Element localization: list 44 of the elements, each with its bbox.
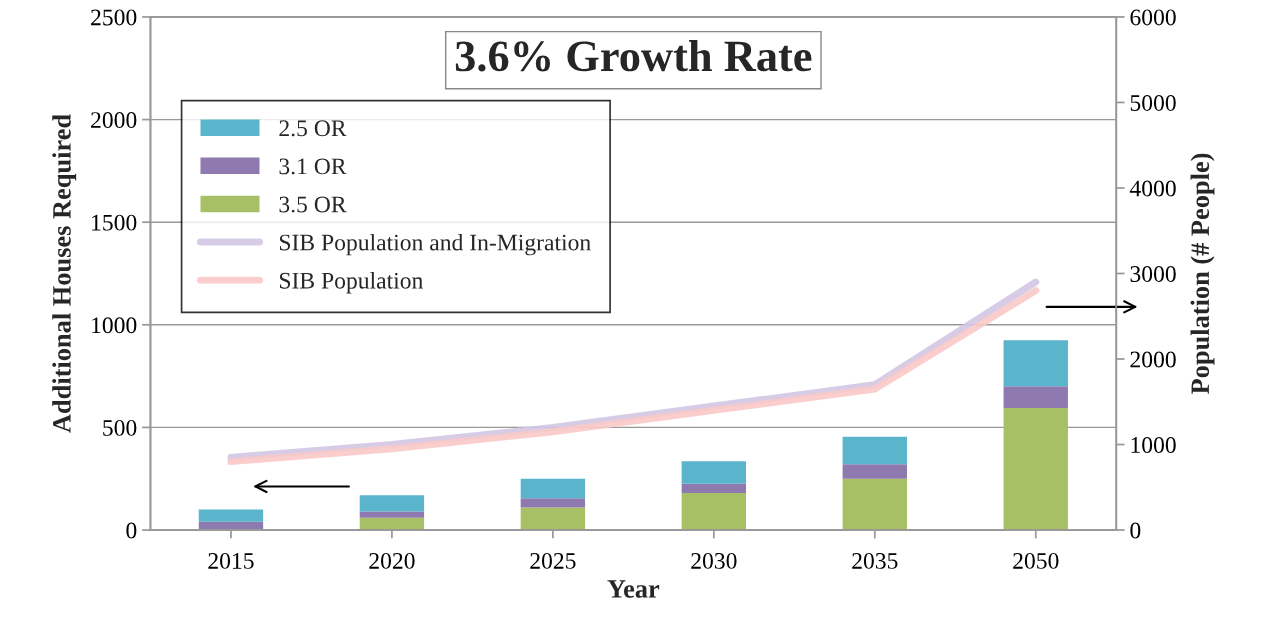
y2-tick-label: 4000: [1129, 180, 1176, 197]
y-tick-label: 0: [126, 522, 137, 539]
y-axis-title: Additional Houses Required: [52, 114, 77, 433]
bar: [842, 478, 907, 531]
x-tick-label: 2025: [530, 552, 576, 569]
y2-tick-label: 5000: [1130, 94, 1176, 111]
legend-label: 3.5 OR: [279, 196, 347, 213]
bar: [198, 509, 264, 522]
legend-label: 3.1 OR: [279, 158, 347, 175]
y-tick-label: 1500: [92, 214, 137, 231]
chart-title: 3.6% Growth Rate: [455, 40, 812, 72]
bar: [359, 511, 425, 518]
y2-tick-label: 1000: [1131, 437, 1176, 453]
y2-tick-label: 2000: [1130, 351, 1176, 368]
y-tick-label: 2000: [91, 112, 137, 128]
bar: [1003, 386, 1068, 408]
x-tick-label: 2020: [369, 552, 415, 569]
y2-tick-label: 6000: [1130, 9, 1176, 26]
x-tick-label: 2050: [1013, 552, 1059, 569]
bar: [1003, 407, 1068, 531]
y-tick-label: 1000: [92, 317, 137, 334]
x-tick-label: 2030: [691, 552, 737, 569]
bar: [681, 483, 747, 494]
y-tick-label: 500: [103, 419, 137, 436]
bar: [681, 461, 747, 484]
y-tick-label: 2500: [91, 9, 137, 26]
x-tick-label: 2015: [208, 552, 254, 569]
y2-axis-title: Population (# People): [1190, 153, 1215, 394]
bar: [520, 498, 586, 508]
bar: [842, 436, 907, 465]
x-tick-label: 2035: [852, 552, 898, 569]
bar: [681, 493, 747, 531]
legend-label: 2.5 OR: [279, 120, 347, 137]
bar: [359, 495, 425, 512]
y2-tick-label: 0: [1130, 522, 1141, 539]
bar: [1003, 340, 1068, 387]
legend-label: SIB Population and In-Migration: [279, 233, 591, 256]
legend-label: SIB Population: [279, 272, 423, 294]
bar: [198, 521, 264, 530]
bar: [520, 478, 586, 499]
x-axis-title: Year: [607, 580, 660, 598]
y2-tick-label: 3000: [1130, 265, 1176, 282]
bar: [520, 507, 586, 531]
bar: [842, 464, 907, 479]
